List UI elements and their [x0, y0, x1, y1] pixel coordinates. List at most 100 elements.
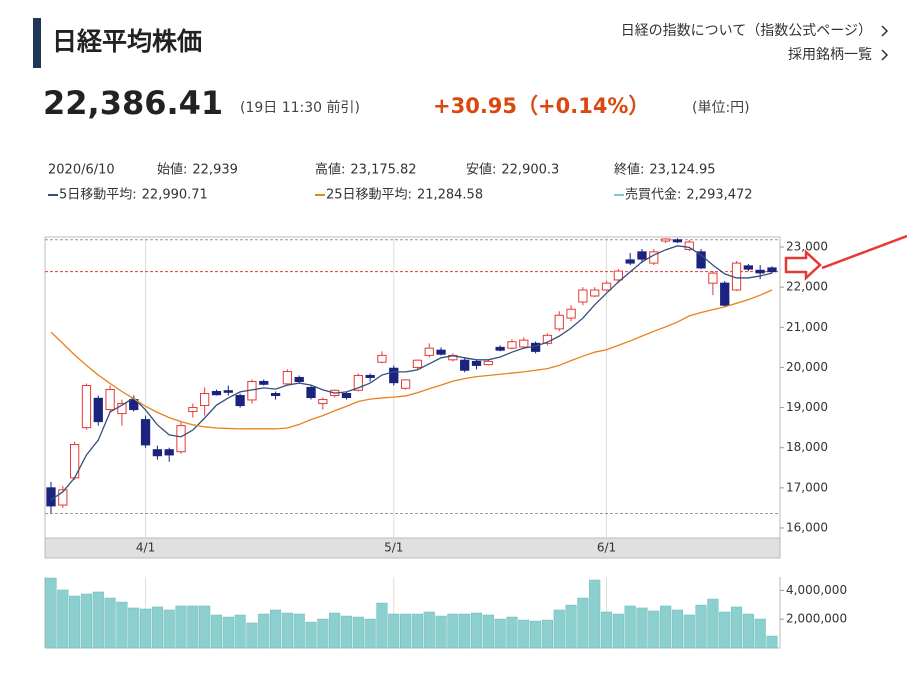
- candle-body: [235, 395, 245, 407]
- candle-body: [637, 251, 647, 260]
- volume-bar: [305, 621, 317, 649]
- candle-body: [507, 341, 517, 349]
- legend-label: 5日移動平均:: [59, 188, 137, 203]
- volume-bar: [612, 613, 624, 649]
- candle-body: [294, 376, 304, 382]
- volume-bar: [447, 613, 459, 649]
- volume-bar: [565, 604, 577, 649]
- volume-bar: [636, 607, 648, 649]
- info-label: 始値:: [157, 162, 187, 178]
- volume-bar: [730, 606, 743, 649]
- volume-bar: [707, 598, 719, 649]
- volume-bar: [719, 611, 731, 649]
- candle-body: [164, 449, 174, 456]
- y-tick-label: 2,000,000: [786, 612, 847, 626]
- volume-bar: [258, 613, 270, 649]
- change: +30.95（+0.14%）: [433, 94, 649, 118]
- candle-body: [755, 269, 765, 274]
- candle-body: [708, 272, 718, 284]
- candle-body: [684, 241, 694, 250]
- info-date: 2020/6/10: [48, 163, 115, 178]
- volume-bar: [57, 589, 69, 649]
- volume-bar: [281, 612, 293, 649]
- candle-body: [590, 289, 600, 297]
- volume-bar: [530, 620, 542, 649]
- volume-bar: [506, 616, 518, 649]
- legend-label: 25日移動平均:: [326, 188, 412, 203]
- candle-body: [566, 308, 576, 319]
- candle-body: [306, 387, 316, 399]
- candle-body: [81, 384, 92, 429]
- y-tick-label: 16,000: [786, 520, 828, 534]
- candle-body: [129, 399, 139, 411]
- candle-body: [105, 389, 115, 411]
- moving-average: [50, 289, 773, 430]
- volume-bar: [92, 591, 104, 649]
- volume-bar: [660, 605, 672, 649]
- volume-bar: [400, 613, 412, 649]
- price-panel: [44, 236, 781, 539]
- candle-body: [400, 379, 411, 389]
- chevron: [881, 25, 889, 37]
- candle-body: [767, 267, 777, 273]
- volume-bar: [683, 614, 695, 649]
- x-tick-label: 6/1: [597, 541, 616, 555]
- volume-bar: [411, 613, 423, 649]
- info-label: 安値:: [466, 162, 496, 178]
- x-tick-label: 5/1: [384, 541, 403, 555]
- volume-bar: [624, 605, 636, 649]
- candle-body: [554, 314, 564, 330]
- candle-body: [318, 399, 328, 405]
- constituents-link[interactable]: 採用銘柄一覧: [788, 47, 872, 63]
- candle-body: [672, 239, 683, 243]
- index-link[interactable]: 日経の指数について（指数公式ページ）: [621, 23, 872, 39]
- volume-bar: [482, 614, 494, 649]
- unit: (単位:円): [692, 100, 750, 116]
- y-tick-label: 22,000: [786, 280, 828, 294]
- candle-body: [436, 349, 446, 355]
- info-label: 高値:: [315, 162, 345, 178]
- arrow-head: [784, 249, 822, 281]
- volume-bar: [541, 619, 553, 649]
- candle-body: [117, 403, 127, 415]
- candle-body: [188, 407, 198, 413]
- info-label: 終値:: [614, 162, 644, 178]
- info-value: 22,939: [192, 163, 238, 178]
- candle-body: [613, 270, 623, 281]
- candle-body: [211, 391, 222, 396]
- volume-bar: [317, 618, 329, 649]
- candle-body: [365, 374, 375, 378]
- volume-bar: [139, 608, 152, 649]
- volume-bar: [364, 618, 376, 649]
- candle-body: [660, 238, 671, 242]
- volume-bar: [671, 609, 684, 649]
- volume-bar: [470, 612, 483, 649]
- y-tick-label: 4,000,000: [786, 583, 847, 597]
- annotation-arrow: [784, 234, 907, 281]
- candle-body: [412, 359, 423, 368]
- candle-body: [424, 347, 434, 356]
- candle-body: [696, 251, 706, 269]
- info-value: 23,124.95: [649, 163, 715, 178]
- volume-bar: [388, 613, 400, 649]
- candle-body: [341, 393, 352, 399]
- volume-bar: [577, 597, 589, 649]
- volume-bar: [435, 615, 447, 649]
- volume-bar: [329, 612, 341, 649]
- candle-body: [495, 346, 505, 351]
- candle-body: [46, 487, 56, 507]
- y-tick-label: 21,000: [786, 320, 828, 334]
- candle-body: [152, 449, 163, 457]
- candle-body: [58, 489, 68, 506]
- info-row: 2020/6/10 始値: 22,939 高値: 23,175.82 安値: 22,900…: [48, 162, 753, 203]
- volume-bar: [600, 611, 613, 649]
- volume-bar: [742, 613, 754, 649]
- y-tick-label: 20,000: [786, 360, 828, 374]
- legend-value: 22,990.71: [142, 188, 208, 203]
- moving-average: [50, 245, 773, 501]
- candle-body: [460, 359, 470, 371]
- volume-bar: [648, 610, 660, 649]
- title: 日経平均株価: [52, 27, 202, 56]
- y-tick-label: 23,000: [786, 240, 828, 254]
